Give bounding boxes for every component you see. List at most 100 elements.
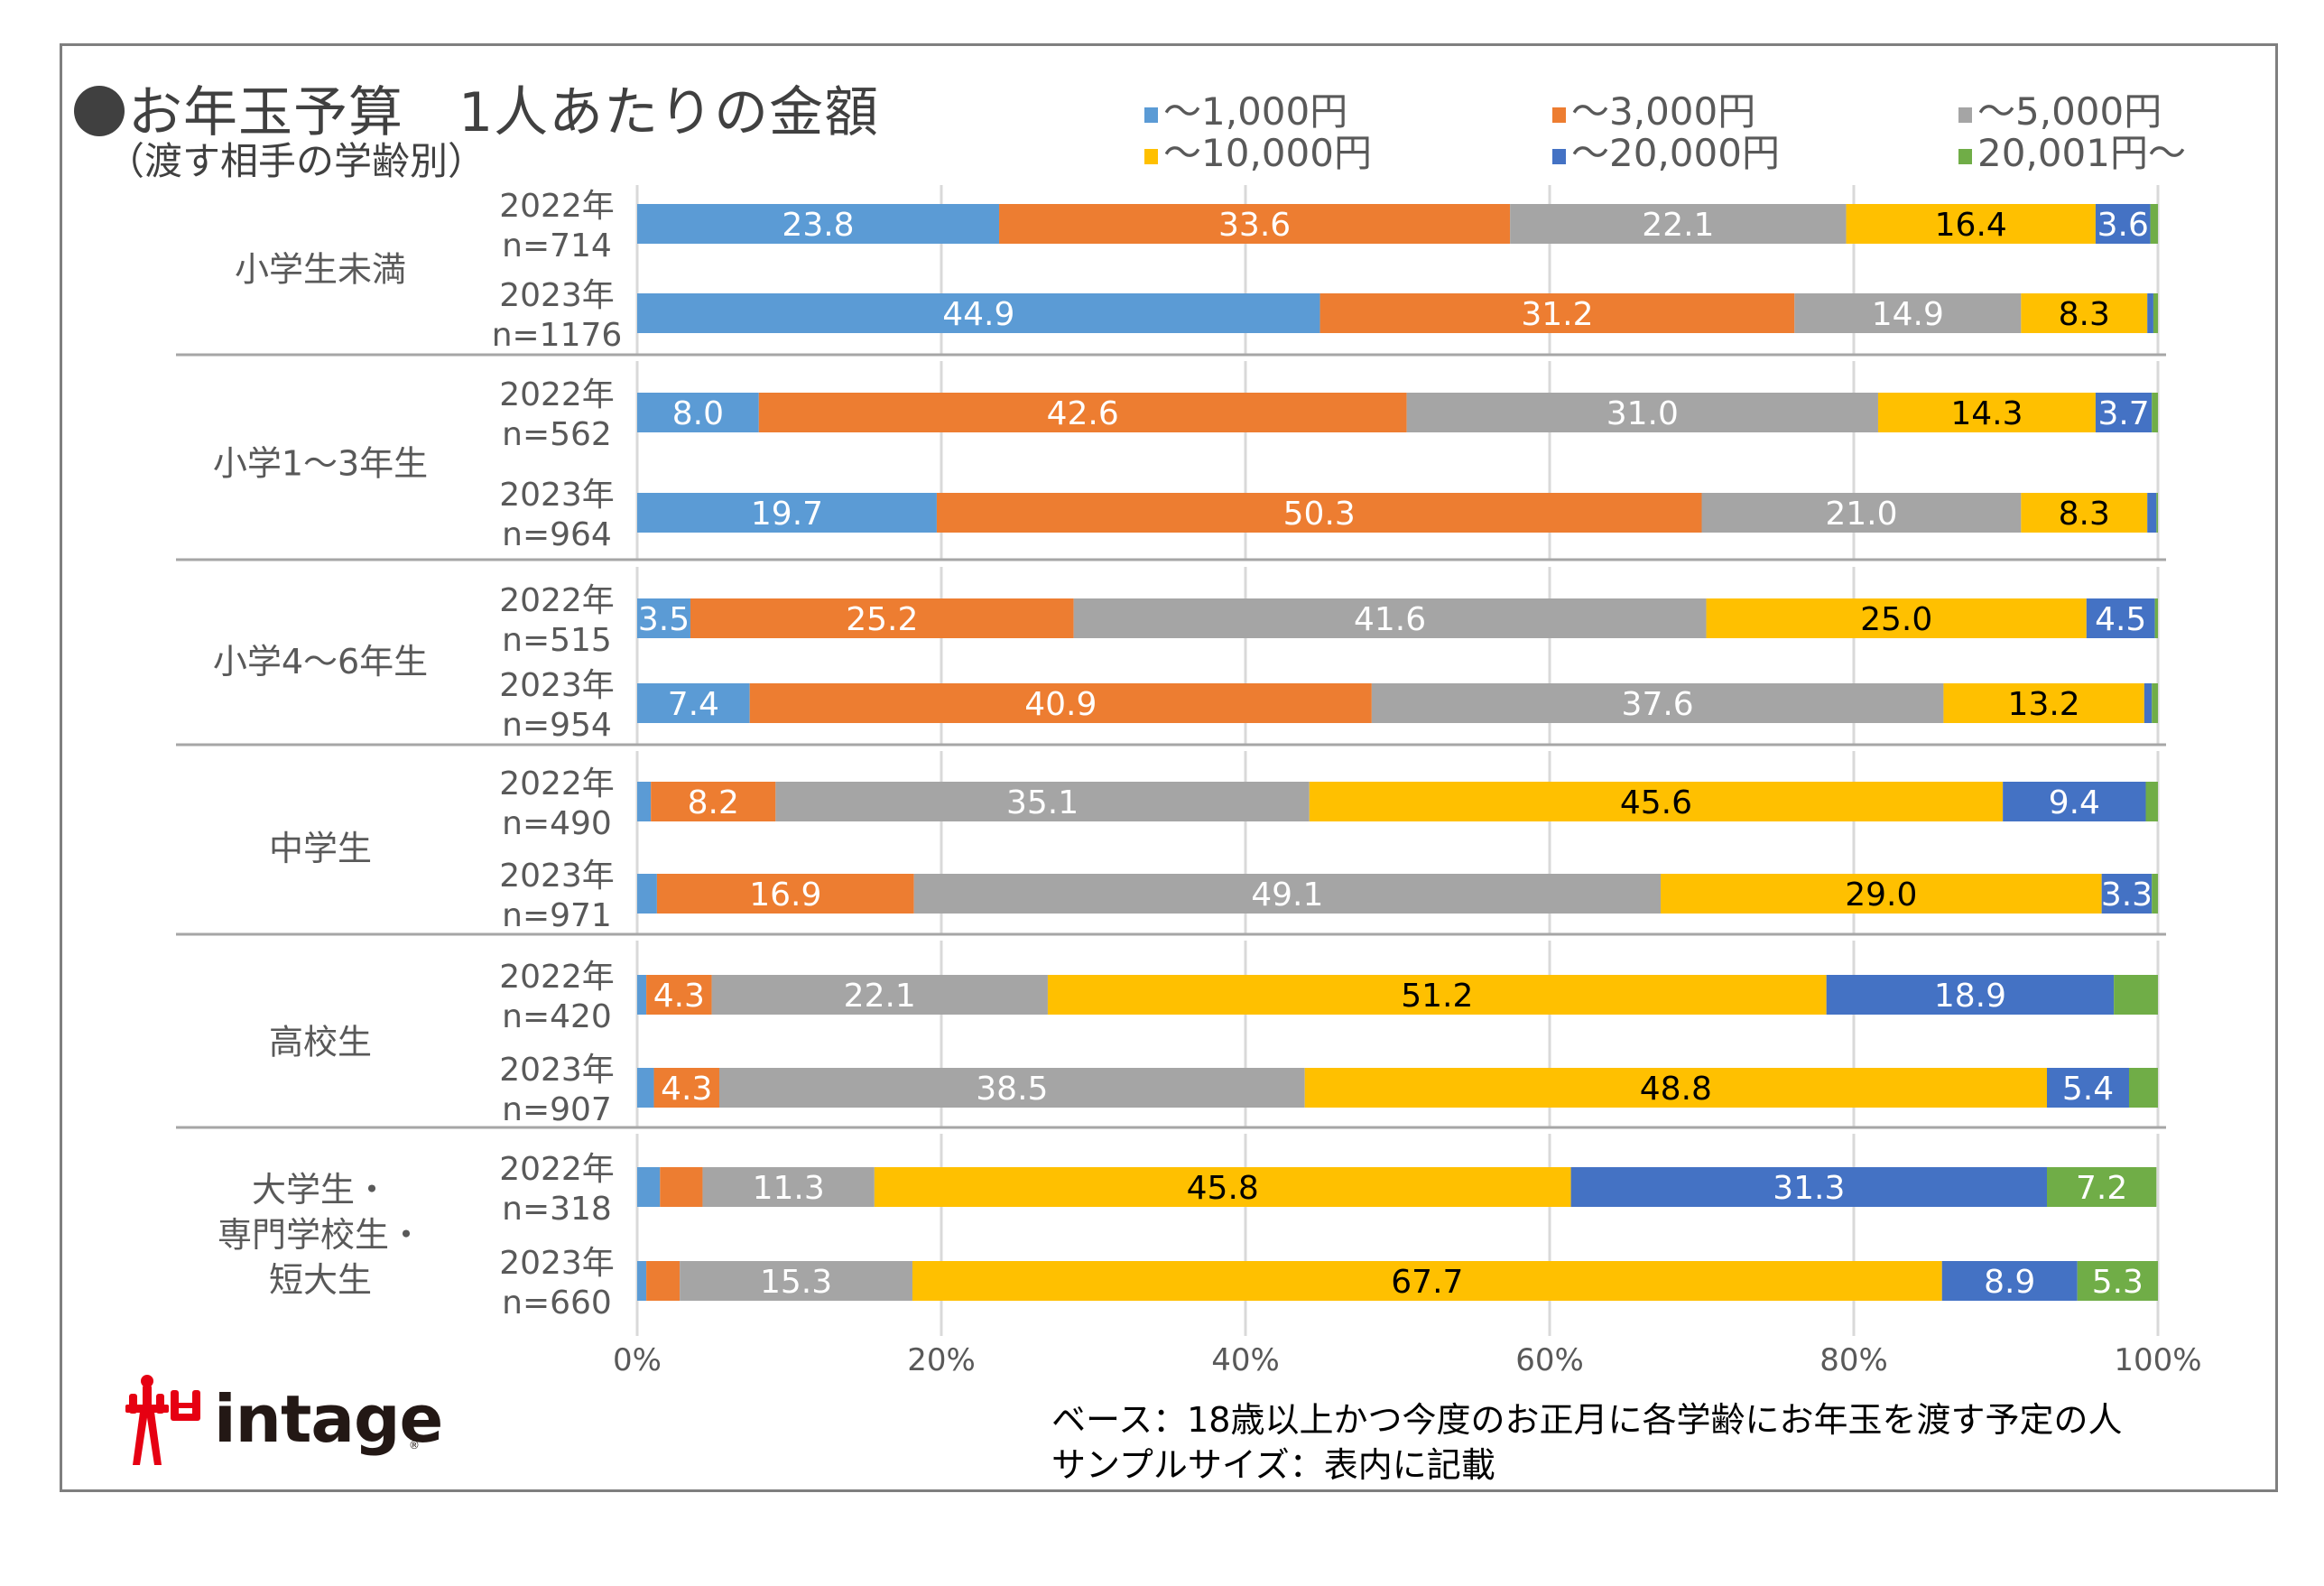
data-label: 5.3 [2092,1264,2143,1301]
group-label: 高校生 [269,1023,372,1062]
legend-swatch [1144,107,1158,123]
bar-segment [1309,782,2004,821]
row-year-label: 2023年 [499,1052,615,1089]
data-label: 4.5 [2095,601,2146,638]
bar-segment [637,293,1320,333]
bar-segment [2077,1261,2158,1301]
bar-segment [1510,204,1847,244]
bar-segment [1701,493,2022,533]
logo-wordmark: intage [214,1381,443,1457]
data-label: 45.6 [1620,784,1692,821]
row-year-label: 2022年 [499,188,615,225]
intage-figure-icon [125,1375,200,1465]
row-year-label: 2023年 [499,477,615,514]
x-tick-label: 100% [2114,1342,2201,1378]
intage-logo: intage ® [122,1370,443,1470]
bar-segment [1073,598,1707,638]
bar-segment [2156,493,2158,533]
bar-segment [999,204,1511,244]
bar-segment [637,683,750,723]
row-sample-size: n=954 [502,707,612,744]
bar-segment [2152,874,2158,914]
bar-segment [2152,683,2158,723]
data-label: 40.9 [1024,686,1097,723]
bar-segment [2046,1068,2129,1108]
row-sample-size: n=490 [502,805,612,842]
bar-segment [1047,975,1827,1015]
bar-segment [1706,598,2087,638]
row-year-label: 2022年 [499,1151,615,1188]
data-label: 48.8 [1640,1071,1712,1108]
data-label: 49.1 [1251,876,1323,914]
legend-label: ～1,000円 [1163,89,1348,134]
data-label: 31.2 [1521,296,1593,333]
legend-item: ～1,000円 [1144,90,1347,134]
row-sample-size: n=971 [502,897,612,934]
legend-item: ～3,000円 [1552,90,1755,134]
row-sample-size: n=515 [502,622,612,659]
bar-segment [758,393,1407,432]
data-label: 29.0 [1845,876,1917,914]
bar-segment [646,1261,681,1301]
row-year-label: 2023年 [499,1245,615,1282]
bar-segment [874,1167,1571,1207]
data-label: 8.3 [2059,496,2110,533]
bar-segment [1304,1068,2047,1108]
bar-segment [653,1068,719,1108]
data-label: 44.9 [942,296,1014,333]
data-label: 7.2 [2076,1170,2127,1207]
data-label: 5.4 [2062,1071,2114,1108]
legend-label: ～5,000円 [1977,89,2162,134]
bar-segment [711,975,1048,1015]
data-label: 45.8 [1187,1170,1259,1207]
data-label: 37.6 [1622,686,1694,723]
data-label: 41.6 [1354,601,1426,638]
bar-segment [1661,874,2102,914]
bar-segment [2147,293,2153,333]
data-label: 19.7 [751,496,823,533]
bar-segment [2154,598,2158,638]
row-year-label: 2022年 [499,582,615,619]
bar-segment [2128,1068,2158,1108]
bar-segment [702,1167,875,1207]
bar-segment [1406,393,1878,432]
bar-segment [690,598,1074,638]
group-label: 短大生 [269,1260,372,1300]
bar-segment [637,204,1000,244]
bar-segment [1941,1261,2078,1301]
data-label: 67.7 [1391,1264,1463,1301]
data-label: 22.1 [1642,207,1714,244]
legend-label: ～3,000円 [1571,89,1756,134]
bar-segment [637,782,652,821]
legend: ～1,000円 ～3,000円 ～5,000円 ～10,000円 ～20,000円 20,… [1144,90,2209,190]
bar-segment [637,1261,647,1301]
footnote-base: ベース：18歳以上かつ今度のお正月に各学齢にお年玉を渡す予定の人 [1051,1400,2123,1440]
bar-segment [2021,493,2148,533]
data-label: 51.2 [1401,978,1473,1015]
data-label: 25.2 [846,601,918,638]
bar-segment [1371,683,1944,723]
legend-item: 20,001円～ [1958,132,2186,175]
bar-segment [2086,598,2155,638]
row-year-label: 2022年 [499,959,615,996]
legend-swatch [1958,149,1972,164]
data-label: 50.3 [1283,496,1356,533]
bar-segment [660,1167,703,1207]
data-label: 31.3 [1773,1170,1845,1207]
group-label: 大学生・ [252,1170,389,1210]
row-year-label: 2023年 [499,858,615,895]
group-label: 小学4～6年生 [213,642,428,682]
bar-segment [637,393,759,432]
bar-segment [749,683,1372,723]
row-sample-size: n=964 [502,516,612,553]
x-tick-label: 80% [1819,1342,1888,1378]
bar-segment [2150,204,2158,244]
legend-label: 20,001円～ [1977,131,2186,175]
x-tick-label: 60% [1515,1342,1584,1378]
bar-segment [2021,293,2148,333]
bar-segment [2147,493,2157,533]
row-year-label: 2022年 [499,765,615,802]
bar-segment [1943,683,2144,723]
legend-swatch [1958,107,1972,123]
data-label: 7.4 [668,686,719,723]
